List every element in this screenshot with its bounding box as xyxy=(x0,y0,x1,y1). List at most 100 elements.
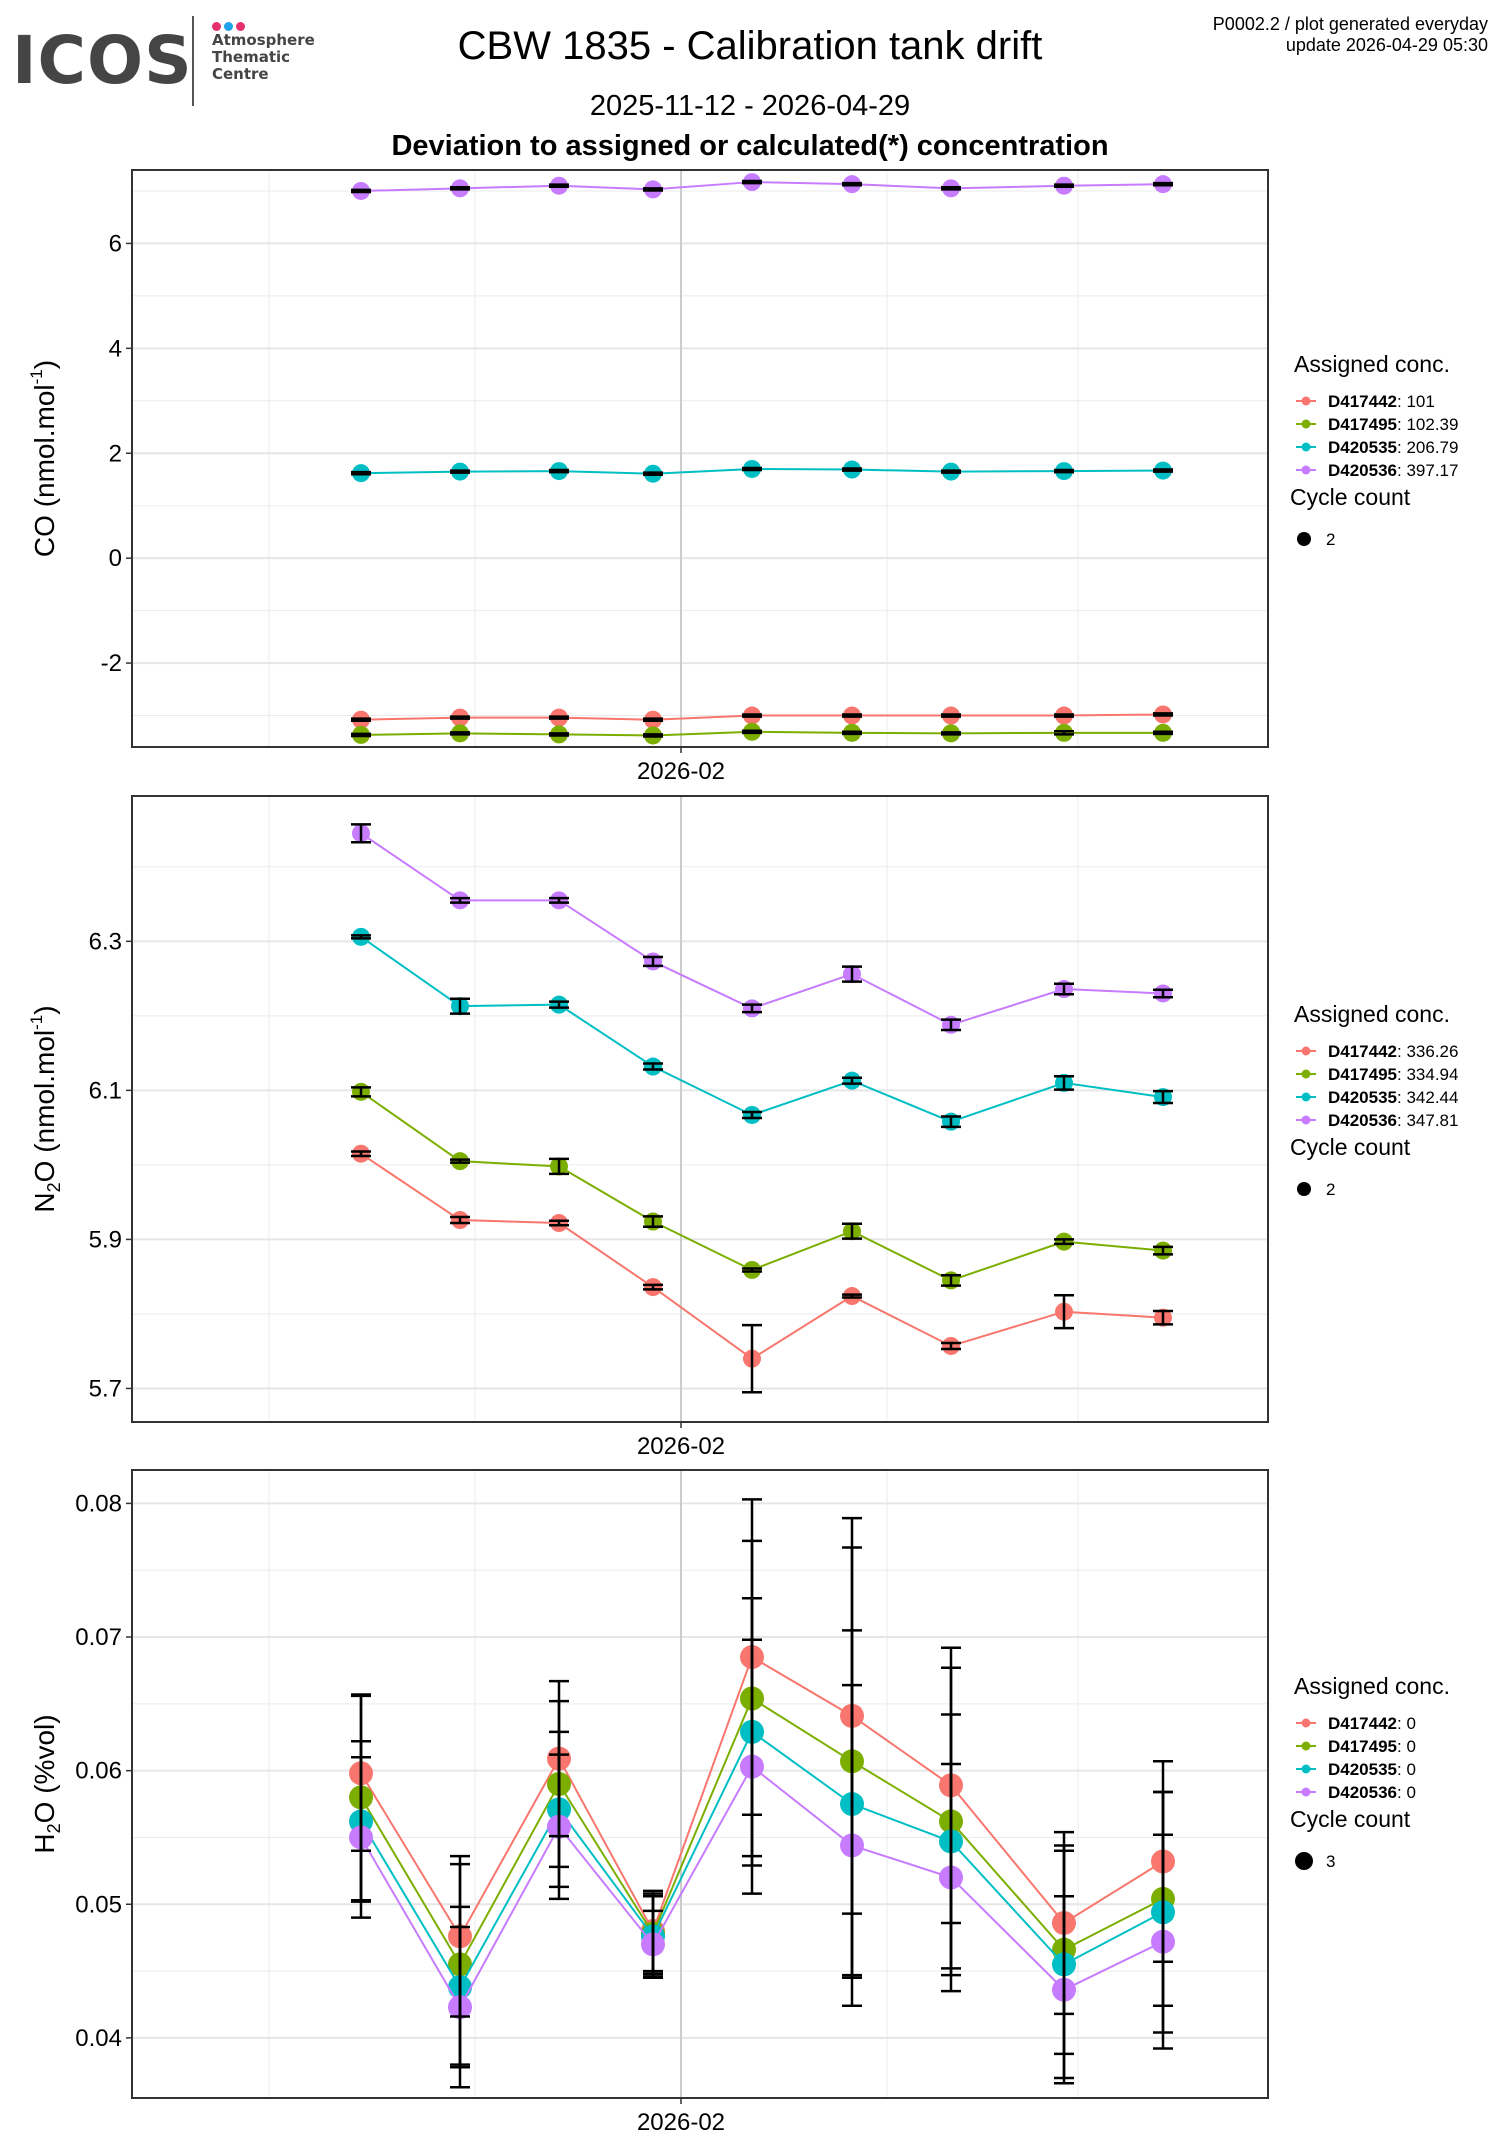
legend-label: D417442: 101 xyxy=(1328,392,1435,411)
legend-assigned-value: : 0 xyxy=(1397,1737,1416,1756)
legend-label: D417495: 334.94 xyxy=(1328,1065,1458,1084)
meta-line-2: update 2026-04-29 05:30 xyxy=(1285,35,1488,55)
legend-point xyxy=(1301,419,1311,429)
y-tick-label: 5.7 xyxy=(89,1375,122,1402)
y-axis-title-superscript: -1 xyxy=(27,1015,46,1030)
legend-assigned-value: : 347.81 xyxy=(1397,1111,1458,1130)
y-tick-label: 0.06 xyxy=(75,1758,122,1785)
y-axis-title: CO (nmol.mol-1) xyxy=(27,360,60,557)
y-axis-title-text: O (%vol) xyxy=(29,1714,60,1823)
legend-label: D420536: 397.17 xyxy=(1328,461,1458,480)
y-axis-title-text: ) xyxy=(29,1005,60,1014)
errorbars-D420535 xyxy=(351,934,1173,1129)
plot-border xyxy=(131,169,1269,748)
legend-assigned-value: : 336.26 xyxy=(1397,1042,1458,1061)
legend-tank-id: D417495 xyxy=(1328,1065,1397,1084)
errorbars-D417442 xyxy=(351,1150,1173,1394)
legend-title: Assigned conc. xyxy=(1294,1673,1450,1699)
y-tick-label: 4 xyxy=(109,335,122,362)
y-tick-label: 5.9 xyxy=(89,1226,122,1253)
cycle-count-point xyxy=(1297,532,1311,546)
cycle-count-value: 2 xyxy=(1326,530,1335,549)
y-axis-title-subscript: 2 xyxy=(44,1182,64,1192)
legend-tank-id: D420535 xyxy=(1328,1760,1397,1779)
legend-point xyxy=(1301,396,1311,406)
legend-point xyxy=(1301,1718,1311,1728)
logo-wordmark: ICOS xyxy=(12,22,193,99)
legend-tank-id: D417442 xyxy=(1328,392,1397,411)
section-title: Deviation to assigned or calculated(*) c… xyxy=(391,130,1109,162)
logo-dots xyxy=(212,18,248,36)
icos-logo: ICOS Atmosphere Thematic Centre xyxy=(12,14,332,106)
chart-panel-co: -2 0 2 4 6 2026-02 CO (nmol.mol-1) Assigned con… xyxy=(27,169,1458,785)
legend-label: D417495: 0 xyxy=(1328,1737,1416,1756)
legend-assigned-value: : 102.39 xyxy=(1397,415,1458,434)
legend-item-D417495: D417495: 334.94 xyxy=(1296,1065,1458,1084)
meta-line-1: P0002.2 / plot generated everyday xyxy=(1212,14,1488,34)
y-axis-title-text: N xyxy=(29,1192,60,1212)
legend-tank-id: D417495 xyxy=(1328,1737,1397,1756)
legend-tank-id: D420536 xyxy=(1328,1783,1397,1802)
legend-item-D420535: D420535: 342.44 xyxy=(1296,1088,1458,1107)
legend-point xyxy=(1301,442,1311,452)
errorbars-D420536 xyxy=(351,179,1173,194)
legend-item-D417495: D417495: 0 xyxy=(1296,1737,1416,1756)
logo-dot xyxy=(212,22,221,31)
legend-label: D420536: 0 xyxy=(1328,1783,1416,1802)
legend-item-D417442: D417442: 101 xyxy=(1296,392,1435,411)
errorbars-D417442 xyxy=(351,712,1173,723)
errorbars-D417495 xyxy=(351,729,1173,738)
y-axis-title-text: CO (nmol.mol xyxy=(29,384,60,557)
y-tick-label: 6 xyxy=(109,230,122,257)
legend-tank-id: D420536 xyxy=(1328,461,1397,480)
legend-label: D420536: 347.81 xyxy=(1328,1111,1458,1130)
legend-label: D417495: 102.39 xyxy=(1328,415,1458,434)
legend-assigned-value: : 342.44 xyxy=(1397,1088,1458,1107)
cycle-count-value: 3 xyxy=(1326,1852,1335,1871)
logo-subtitle: Atmosphere Thematic Centre xyxy=(212,32,315,83)
legend-label: D417442: 0 xyxy=(1328,1714,1416,1733)
y-axis-title-text: ) xyxy=(29,360,60,369)
legend-assigned-value: : 397.17 xyxy=(1397,461,1458,480)
errorbars-D420536 xyxy=(351,823,1173,1032)
legend-item-D420535: D420535: 0 xyxy=(1296,1760,1416,1779)
y-tick-label: 6.1 xyxy=(89,1077,122,1104)
chart-panel-h2o: 0.04 0.05 0.06 0.07 0.08 2026-02 H2O (%vol) Ass… xyxy=(29,1469,1450,2136)
y-tick-label: -2 xyxy=(101,650,122,677)
cycle-count-title: Cycle count xyxy=(1290,1806,1411,1832)
errorbars-D420535 xyxy=(351,466,1173,477)
logo-dot xyxy=(224,22,233,31)
x-tick-label: 2026-02 xyxy=(637,1433,725,1460)
y-axis-title-text: H xyxy=(29,1833,60,1853)
plot-border xyxy=(131,795,1269,1423)
cycle-count-point xyxy=(1297,1182,1311,1196)
cycle-count-value: 2 xyxy=(1326,1180,1335,1199)
plot-background xyxy=(132,1470,1268,2098)
legend-assigned-value: : 334.94 xyxy=(1397,1065,1458,1084)
legend-item-D417442: D417442: 0 xyxy=(1296,1714,1416,1733)
plot-background xyxy=(132,796,1268,1422)
y-tick-label: 0.05 xyxy=(75,1891,122,1918)
legend: Assigned conc. D417442: 101 D417495: 102.3… xyxy=(1290,351,1458,549)
y-axis-title: H2O (%vol) xyxy=(29,1714,64,1853)
legend-item-D417442: D417442: 336.26 xyxy=(1296,1042,1458,1061)
legend-label: D420535: 0 xyxy=(1328,1760,1416,1779)
legend-item-D420536: D420536: 347.81 xyxy=(1296,1111,1458,1130)
legend-point xyxy=(1301,1115,1311,1125)
legend-assigned-value: : 0 xyxy=(1397,1783,1416,1802)
plot-border xyxy=(131,1469,1269,2099)
legend-tank-id: D420535 xyxy=(1328,1088,1397,1107)
logo-subtitle-line: Atmosphere xyxy=(212,31,315,49)
legend-tank-id: D420536 xyxy=(1328,1111,1397,1130)
legend-title: Assigned conc. xyxy=(1294,351,1450,377)
legend-assigned-value: : 101 xyxy=(1397,392,1435,411)
legend-assigned-value: : 0 xyxy=(1397,1760,1416,1779)
legend-label: D420535: 342.44 xyxy=(1328,1088,1458,1107)
legend-item-D420536: D420536: 397.17 xyxy=(1296,461,1458,480)
legend-point xyxy=(1301,1787,1311,1797)
legend-point xyxy=(1301,1092,1311,1102)
x-tick-label: 2026-02 xyxy=(637,2109,725,2136)
legend-point xyxy=(1301,1741,1311,1751)
logo-subtitle-line: Centre xyxy=(212,65,269,83)
